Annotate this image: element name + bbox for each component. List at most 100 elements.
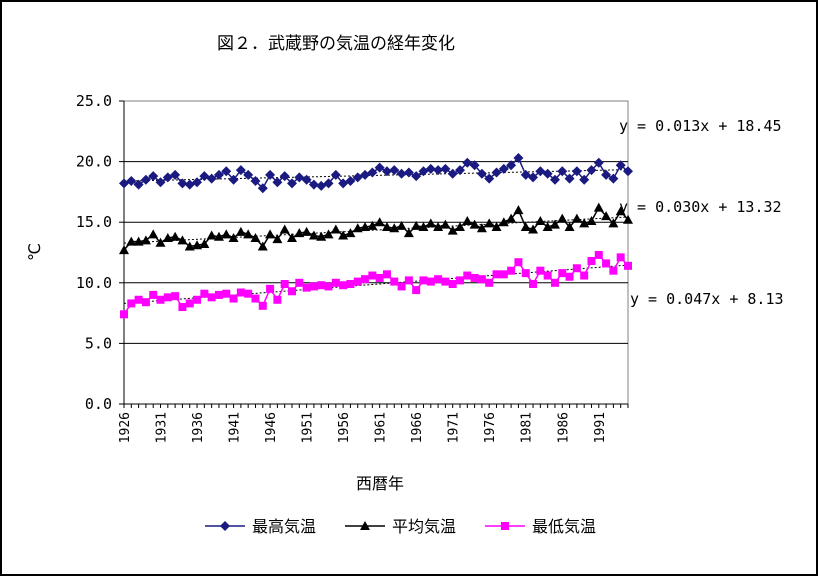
- data-point-mean: [235, 226, 246, 236]
- data-point-max: [345, 175, 356, 186]
- data-point-mean: [601, 211, 612, 221]
- data-point-min: [171, 292, 180, 301]
- data-point-mean: [133, 236, 144, 246]
- data-point-min: [412, 286, 421, 295]
- data-point-mean: [440, 219, 451, 229]
- y-tick-label: 10.0: [76, 274, 112, 292]
- data-point-max: [593, 157, 604, 168]
- x-tick-label: 1981: [520, 412, 535, 443]
- data-point-mean: [352, 223, 363, 233]
- data-point-mean: [279, 224, 290, 234]
- data-point-mean: [243, 229, 254, 239]
- data-point-min: [244, 289, 253, 298]
- plot-background: [123, 100, 629, 405]
- data-point-min: [404, 276, 413, 285]
- data-point-mean: [491, 222, 502, 232]
- data-point-mean: [396, 220, 407, 230]
- data-point-mean: [360, 222, 371, 232]
- data-point-max: [272, 177, 283, 188]
- data-point-min: [207, 293, 216, 302]
- data-point-min: [331, 278, 340, 287]
- data-point-min: [127, 299, 136, 308]
- data-point-min: [222, 289, 231, 298]
- data-point-min: [346, 280, 355, 289]
- data-point-max: [455, 165, 465, 176]
- data-point-max: [601, 169, 612, 180]
- data-point-mean: [520, 222, 531, 232]
- y-tick-label: 25.0: [76, 92, 112, 110]
- x-axis-label: 西暦年: [356, 474, 404, 493]
- data-point-min: [580, 271, 589, 280]
- data-point-max: [133, 179, 144, 190]
- data-point-mean: [425, 218, 436, 228]
- chart-title: 図２．武蔵野の気温の経年変化: [217, 34, 455, 54]
- y-tick-label: 15.0: [76, 213, 112, 231]
- data-point-mean: [294, 228, 305, 238]
- data-point-max: [140, 174, 151, 185]
- legend-label: 平均気温: [392, 517, 456, 536]
- data-point-max: [623, 166, 633, 177]
- legend-item-max: 最高気温: [205, 517, 316, 536]
- trend-equation-max: y = 0.013x + 18.45: [619, 117, 782, 135]
- x-tick-label: 1991: [593, 412, 608, 443]
- data-point-min: [434, 275, 443, 284]
- data-point-min: [229, 294, 238, 303]
- data-point-max: [265, 169, 276, 180]
- data-point-min: [521, 269, 530, 278]
- data-point-mean: [593, 202, 604, 212]
- data-point-max: [389, 165, 400, 176]
- y-axis-label: ℃: [25, 243, 44, 261]
- data-point-mean: [403, 228, 414, 238]
- data-point-min: [390, 277, 399, 286]
- data-point-min: [477, 275, 486, 284]
- data-point-max: [476, 168, 487, 179]
- data-point-min: [149, 290, 158, 299]
- data-point-max: [243, 169, 254, 180]
- data-point-min: [185, 299, 194, 308]
- data-point-mean: [455, 222, 465, 232]
- x-tick-label: 1941: [228, 412, 243, 443]
- data-point-min: [492, 270, 501, 279]
- data-point-mean: [257, 241, 268, 251]
- trend-equation-min: y = 0.047x + 8.13: [630, 290, 784, 308]
- data-point-min: [624, 261, 632, 270]
- data-point-max: [367, 167, 378, 178]
- legend-marker: [501, 522, 509, 530]
- data-point-mean: [184, 241, 195, 251]
- data-point-mean: [374, 217, 385, 227]
- data-point-mean: [345, 228, 356, 238]
- data-point-max: [323, 178, 334, 189]
- data-point-min: [456, 276, 464, 285]
- data-point-min: [214, 290, 223, 299]
- data-point-mean: [433, 222, 444, 232]
- data-point-min: [236, 288, 245, 297]
- data-point-mean: [287, 232, 297, 242]
- trend-equation-mean: y = 0.030x + 13.32: [619, 198, 782, 216]
- data-point-max: [425, 163, 436, 174]
- data-point-mean: [162, 232, 173, 242]
- data-point-max: [308, 179, 319, 190]
- data-point-max: [396, 168, 407, 179]
- data-point-min: [368, 271, 377, 280]
- data-point-min: [375, 273, 384, 282]
- data-point-max: [192, 177, 203, 188]
- x-axis-ticks: 1926 1931 1936 1941 1946 1951 1956 1961 1966 1971…: [118, 404, 629, 443]
- data-point-min: [419, 276, 428, 285]
- legend-marker: [360, 521, 370, 530]
- legend-marker: [220, 521, 230, 531]
- data-point-min: [258, 301, 267, 310]
- legend-label: 最低気温: [532, 517, 596, 536]
- data-point-mean: [199, 239, 210, 249]
- x-tick-label: 1966: [410, 412, 425, 443]
- data-point-min: [280, 280, 289, 289]
- trend-layer: y = 0.013x + 18.45 y = 0.030x + 13.32 y = …: [619, 117, 784, 308]
- data-point-mean: [579, 218, 590, 228]
- data-point-min: [543, 271, 552, 280]
- data-point-mean: [316, 231, 327, 241]
- data-point-min: [470, 273, 479, 282]
- data-point-max: [403, 167, 414, 178]
- data-point-min: [266, 284, 275, 293]
- legend-item-min: 最低気温: [485, 517, 596, 536]
- data-point-max: [608, 173, 619, 184]
